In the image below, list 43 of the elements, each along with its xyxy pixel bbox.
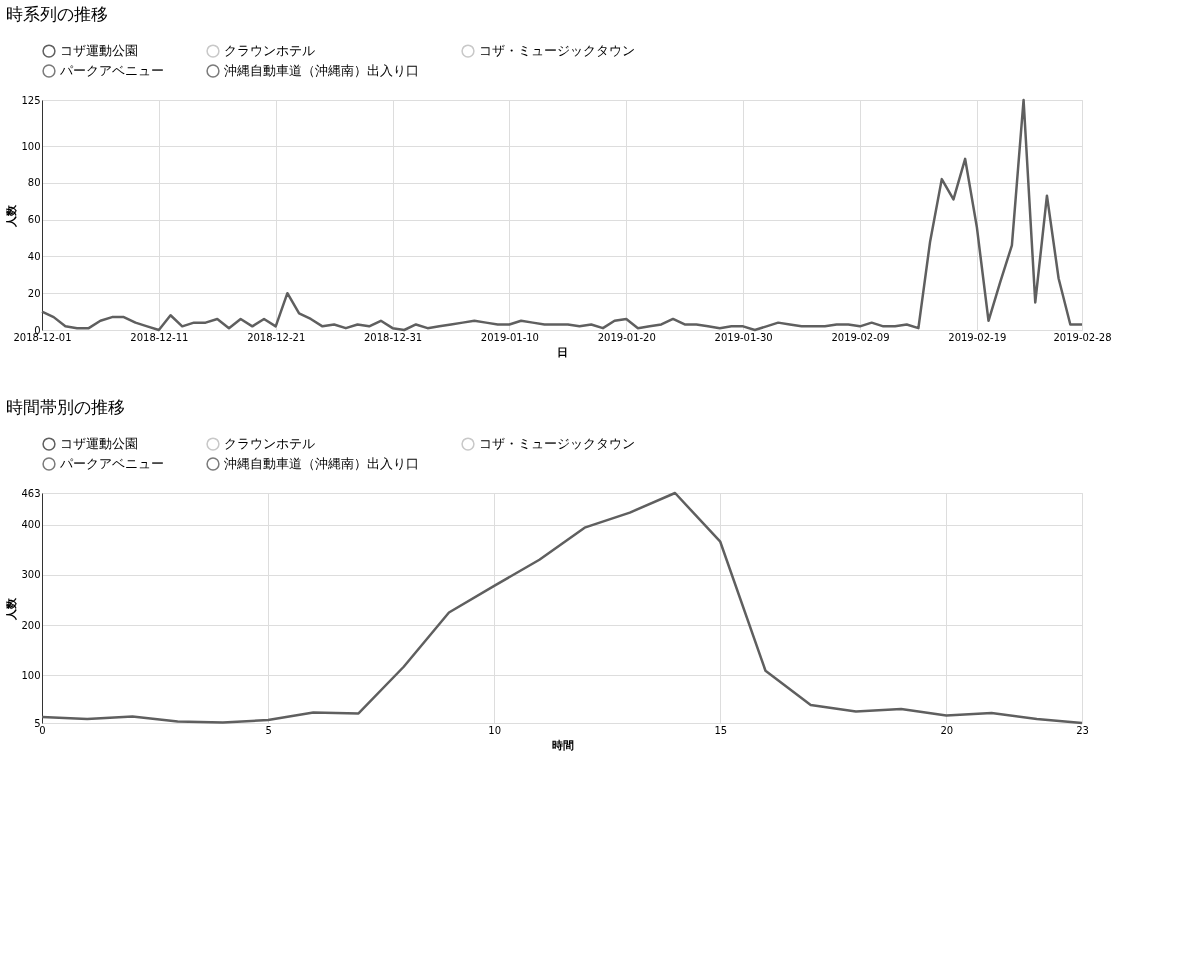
y-tick-label: 400 (21, 519, 41, 531)
y-tick-label: 463 (21, 487, 41, 499)
x-tick-label: 2019-02-09 (831, 331, 890, 343)
y-tick-label: 125 (21, 94, 41, 106)
legend-label: パークアベニュー (59, 63, 164, 78)
x-tick-label: 15 (714, 724, 728, 736)
x-tick-label: 5 (265, 724, 272, 736)
x-tick-label: 2018-12-11 (130, 331, 189, 343)
x-tick-label: 10 (488, 724, 502, 736)
x-tick-label: 2019-01-20 (597, 331, 656, 343)
legend-label: 沖縄自動車道（沖縄南）出入り口 (224, 456, 419, 471)
legend-label: コザ・ミュージックタウン (479, 43, 635, 59)
y-tick-label: 60 (27, 214, 41, 226)
y-tick-label: 20 (27, 287, 41, 299)
legend-label: コザ運動公園 (60, 43, 138, 59)
x-tick-label: 2019-01-30 (714, 331, 773, 343)
y-tick-label: 100 (21, 669, 41, 681)
x-tick-label: 2019-02-28 (1053, 331, 1112, 343)
chart-title: 時間帯別の推移 (5, 397, 125, 417)
y-axis-title: 人数 (5, 596, 19, 621)
line-series (40, 98, 1084, 332)
x-tick-label: 20 (940, 724, 954, 736)
legend-label: コザ・ミュージックタウン (479, 436, 635, 452)
x-axis-title: 日 (557, 345, 568, 359)
y-tick-label: 40 (27, 250, 41, 262)
x-tick-label: 23 (1076, 724, 1089, 736)
chart-title: 時系列の推移 (5, 4, 108, 24)
legend-label: 沖縄自動車道（沖縄南）出入り口 (224, 63, 419, 78)
y-tick-label: 300 (21, 569, 41, 581)
x-tick-label: 2018-12-31 (364, 331, 423, 343)
y-tick-label: 80 (27, 177, 41, 189)
y-axis-title: 人数 (5, 203, 19, 228)
legend-label: パークアベニュー (59, 456, 164, 471)
x-tick-label: 2019-01-10 (480, 331, 539, 343)
x-tick-label: 2018-12-21 (247, 331, 306, 343)
x-tick-label: 2019-02-19 (948, 331, 1007, 343)
line-series (40, 491, 1084, 725)
legend-label: クラウンホテル (224, 43, 315, 59)
x-axis-title: 時間 (551, 738, 574, 752)
legend-label: クラウンホテル (224, 436, 315, 452)
legend-label: コザ運動公園 (60, 436, 138, 452)
y-tick-label: 100 (21, 140, 41, 152)
y-tick-label: 200 (21, 619, 41, 631)
